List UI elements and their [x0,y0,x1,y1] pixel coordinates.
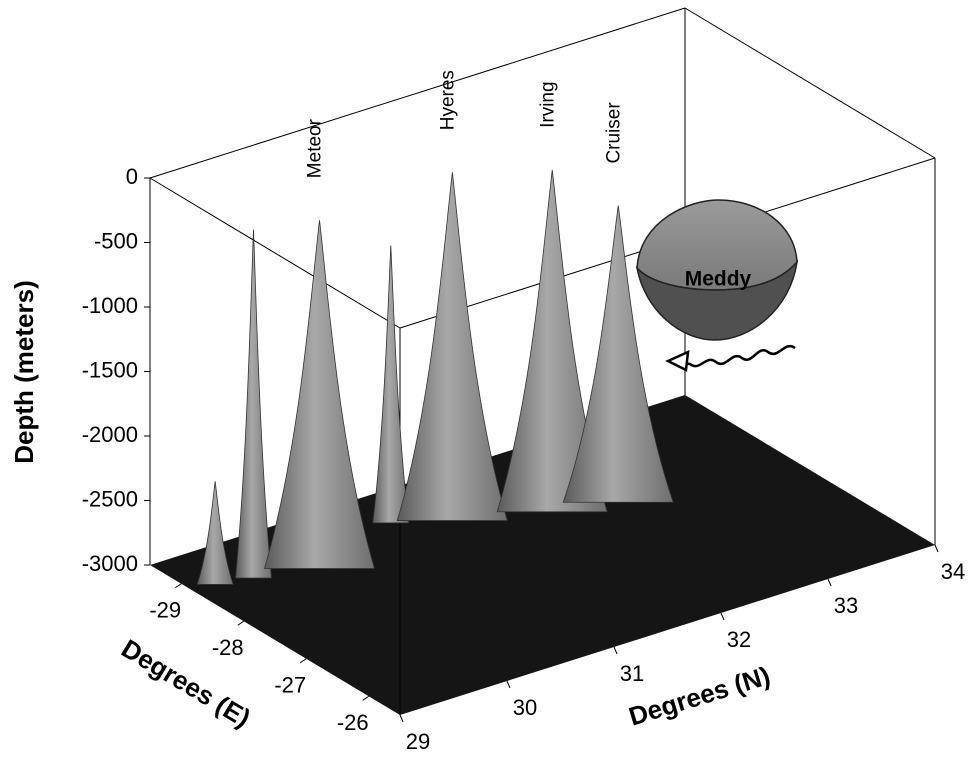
peak [197,481,233,584]
seamount-label: Irving [537,81,558,127]
y-tick-label: 33 [834,593,858,618]
z-tick-label: -500 [94,228,138,253]
x-tick-label: -26 [337,710,369,735]
y-tick-label: 31 [620,661,644,686]
z-tick-label: -1000 [82,293,138,318]
y-axis-label: Degrees (N) [625,660,773,731]
box-edge [150,178,400,328]
x-tick-label: -27 [274,673,306,698]
peak [236,230,272,578]
seamount-label: Hyeres [437,70,458,130]
y-tick [614,647,617,654]
x-tick [363,696,369,700]
peak [373,246,409,523]
y-tick-label: 29 [406,729,430,754]
z-tick-label: -2000 [82,422,138,447]
z-tick-label: -1500 [82,357,138,382]
meddy: Meddy [637,200,797,370]
y-tick-label: 34 [941,559,965,584]
y-tick [507,681,510,688]
y-tick [721,613,724,620]
y-tick [400,715,403,722]
y-tick [935,545,938,552]
seamount-label: Cruiser [603,102,624,164]
chart: Meddy 0 -500 -1000 -1500 -2000 -2500 -3000 -29 -… [0,0,975,755]
meddy-label: Meddy [685,268,752,291]
arrow-head [668,352,688,370]
seamount [397,172,507,520]
y-tick-label: 30 [513,695,537,720]
z-tick-label: -3000 [82,551,138,576]
x-tick [238,621,244,625]
y-tick-label: 32 [727,627,751,652]
x-tick [300,659,306,663]
y-tick [828,579,831,586]
z-tick-label: -2500 [82,486,138,511]
z-tick-label: 0 [126,164,138,189]
x-tick [175,584,181,588]
x-tick-label: -29 [149,598,181,623]
box-edge [685,8,935,158]
z-axis-label: Depth (meters) [9,280,39,463]
x-tick-label: -28 [212,635,244,660]
seamount-label: Meteor [305,118,326,178]
seamount [265,220,375,568]
